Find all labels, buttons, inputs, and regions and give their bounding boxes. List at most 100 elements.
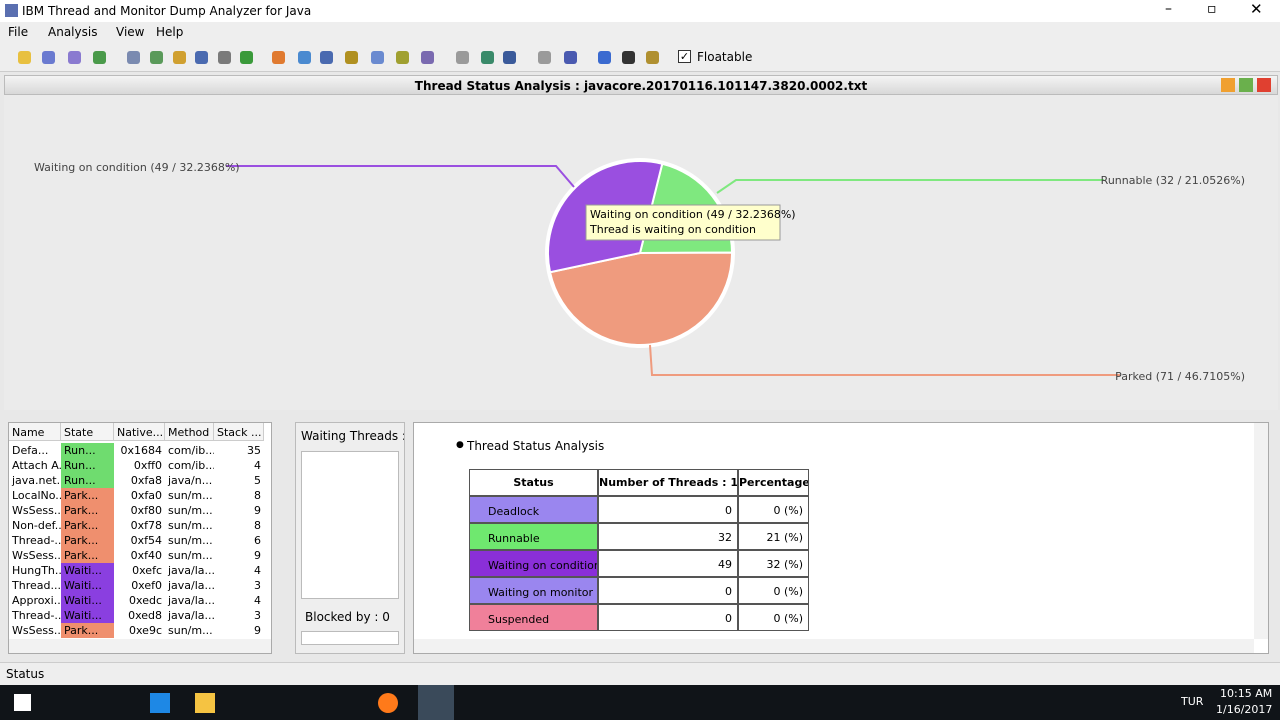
panel-maximize[interactable]	[1239, 78, 1253, 92]
table-cell: Waiti...	[61, 608, 114, 623]
language[interactable]: TUR	[1181, 695, 1204, 708]
explorer-icon[interactable]	[195, 693, 215, 713]
toolbar-button[interactable]	[622, 51, 635, 64]
table-cell: 0xff0	[133, 459, 162, 472]
table-cell: 8	[254, 519, 261, 532]
status-text: Status	[6, 667, 45, 681]
column-header[interactable]: Stack ...	[214, 423, 264, 441]
table-cell: Waiti...	[61, 578, 114, 593]
table-cell: Park...	[61, 533, 114, 548]
taskbar: TUR 10:15 AM 1/16/2017	[0, 685, 1280, 720]
table-cell: sun/m...	[168, 549, 213, 562]
table-cell: 0xe9c	[129, 624, 162, 637]
column-header[interactable]: Method	[165, 423, 214, 441]
toolbar-button[interactable]	[396, 51, 409, 64]
toolbar-button[interactable]	[18, 51, 31, 64]
waiting-title: Waiting Threads : 0	[301, 429, 404, 443]
active-app[interactable]	[418, 685, 454, 720]
h-scrollbar[interactable]	[9, 639, 271, 653]
toolbar-button[interactable]	[298, 51, 311, 64]
slice-label: Waiting on condition (49 / 32.2368%)	[34, 161, 240, 174]
summary-cell: 0	[598, 496, 738, 523]
summary-cell: 32 (%)	[738, 550, 809, 577]
toolbar: ✓ Floatable	[0, 43, 1280, 72]
column-header[interactable]: State	[61, 423, 114, 441]
tooltip-line: Waiting on condition (49 / 32.2368%)	[590, 208, 796, 221]
pie-slice	[548, 251, 733, 346]
table-cell: 0xf54	[130, 534, 162, 547]
status-bar: Status	[0, 662, 1280, 685]
column-header[interactable]: Name	[9, 423, 61, 441]
toolbar-button[interactable]	[564, 51, 577, 64]
slice-label: Runnable (32 / 21.0526%)	[1101, 174, 1245, 187]
title-bar: IBM Thread and Monitor Dump Analyzer for…	[0, 0, 1280, 22]
summary-cell: 32	[598, 523, 738, 550]
toolbar-button[interactable]	[421, 51, 434, 64]
menu-item[interactable]: Analysis	[48, 25, 98, 39]
toolbar-button[interactable]	[456, 51, 469, 64]
summary-cell: 0 (%)	[738, 604, 809, 631]
summary-cell: 0 (%)	[738, 496, 809, 523]
table-cell: Waiti...	[61, 593, 114, 608]
toolbar-button[interactable]	[345, 51, 358, 64]
v-scrollbar[interactable]	[1254, 423, 1268, 639]
summary-cell: 0	[598, 604, 738, 631]
toolbar-button[interactable]	[481, 51, 494, 64]
waiting-list	[301, 451, 399, 599]
table-cell: Park...	[61, 548, 114, 563]
menu-item[interactable]: Help	[156, 25, 184, 39]
h-scrollbar[interactable]	[414, 639, 1254, 653]
maximize[interactable]: ▫	[1207, 1, 1217, 17]
toolbar-button[interactable]	[68, 51, 81, 64]
panel-title-bar: Thread Status Analysis : javacore.201701…	[4, 75, 1278, 95]
toolbar-button[interactable]	[218, 51, 231, 64]
table-cell: sun/m...	[168, 519, 213, 532]
toolbar-button[interactable]	[371, 51, 384, 64]
menu-item[interactable]: View	[116, 25, 145, 39]
toolbar-button[interactable]	[127, 51, 140, 64]
panel-close[interactable]	[1257, 78, 1271, 92]
column-header[interactable]: Native...	[114, 423, 165, 441]
table-cell: 0xfa8	[130, 474, 162, 487]
table-cell: 9	[254, 624, 261, 637]
thread-table: Name State Native... Method Stack ... Defa...…	[8, 422, 272, 654]
table-cell: 0xed8	[128, 609, 162, 622]
toolbar-button[interactable]	[272, 51, 285, 64]
toolbar-button[interactable]	[598, 51, 611, 64]
start-button[interactable]	[14, 694, 31, 711]
table-cell: 8	[254, 489, 261, 502]
table-cell: 0xfa0	[130, 489, 162, 502]
edge-icon[interactable]	[150, 693, 170, 713]
table-cell: 9	[254, 504, 261, 517]
table-cell: java/la...	[168, 579, 214, 592]
table-cell: 0x1684	[120, 444, 162, 457]
toolbar-button[interactable]	[173, 51, 186, 64]
minimize[interactable]: –	[1165, 1, 1172, 17]
toolbar-button[interactable]	[320, 51, 333, 64]
toolbar-button[interactable]	[646, 51, 659, 64]
firefox-icon[interactable]	[378, 693, 398, 713]
toolbar-button[interactable]	[503, 51, 516, 64]
table-cell: Non-def...	[12, 519, 61, 532]
toolbar-button[interactable]	[195, 51, 208, 64]
toolbar-button[interactable]	[150, 51, 163, 64]
table-cell: WsSess...	[12, 549, 61, 562]
table-cell: WsSess...	[12, 624, 61, 637]
table-cell: Park...	[61, 488, 114, 503]
toolbar-button[interactable]	[42, 51, 55, 64]
toolbar-button[interactable]	[240, 51, 253, 64]
close[interactable]: ✕	[1250, 0, 1263, 18]
toolbar-button[interactable]	[93, 51, 106, 64]
summary-header: Percentage	[738, 469, 809, 496]
window-title: IBM Thread and Monitor Dump Analyzer for…	[22, 4, 312, 18]
tooltip	[585, 204, 781, 241]
menu-item[interactable]: File	[8, 25, 29, 39]
toolbar-button[interactable]	[538, 51, 551, 64]
table-cell: sun/m...	[168, 489, 213, 502]
table-cell: WsSess...	[12, 504, 61, 517]
table-cell: 0xef0	[131, 579, 162, 592]
table-cell: Thread-...	[12, 609, 61, 622]
panel-minimize[interactable]	[1221, 78, 1235, 92]
checkbox-label: Floatable	[697, 50, 753, 64]
checkbox[interactable]: ✓	[678, 50, 691, 63]
